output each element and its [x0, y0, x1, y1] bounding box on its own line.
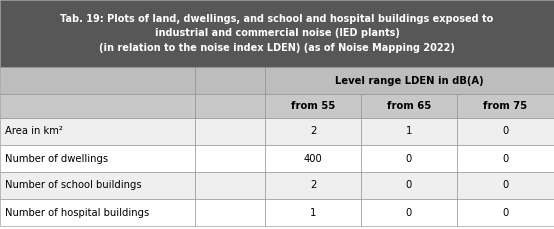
Bar — [457, 118, 554, 145]
Text: 0: 0 — [502, 207, 509, 218]
Bar — [195, 118, 265, 145]
Bar — [265, 172, 361, 199]
Text: 0: 0 — [406, 153, 412, 164]
Bar — [361, 118, 457, 145]
Text: 0: 0 — [502, 180, 509, 191]
Bar — [457, 172, 554, 199]
Text: Number of school buildings: Number of school buildings — [5, 180, 142, 191]
Bar — [457, 145, 554, 172]
Bar — [361, 94, 457, 118]
Bar — [265, 118, 361, 145]
Text: 400: 400 — [304, 153, 322, 164]
Bar — [195, 172, 265, 199]
Bar — [0, 199, 195, 226]
Bar — [0, 94, 195, 118]
Bar — [0, 0, 554, 67]
Text: Number of hospital buildings: Number of hospital buildings — [5, 207, 149, 218]
Bar — [457, 94, 554, 118]
Text: 0: 0 — [502, 153, 509, 164]
Bar — [265, 94, 361, 118]
Bar — [361, 172, 457, 199]
Bar — [195, 67, 265, 94]
Bar — [265, 145, 361, 172]
Text: 0: 0 — [502, 126, 509, 136]
Text: from 65: from 65 — [387, 101, 431, 111]
Text: 2: 2 — [310, 126, 316, 136]
Text: Area in km²: Area in km² — [5, 126, 63, 136]
Bar — [195, 145, 265, 172]
Text: 0: 0 — [406, 180, 412, 191]
Text: from 75: from 75 — [484, 101, 527, 111]
Text: 1: 1 — [406, 126, 412, 136]
Text: Number of dwellings: Number of dwellings — [5, 153, 108, 164]
Bar — [457, 199, 554, 226]
Bar — [195, 94, 265, 118]
Bar — [265, 67, 554, 94]
Text: Tab. 19: Plots of land, dwellings, and school and hospital buildings exposed to
: Tab. 19: Plots of land, dwellings, and s… — [60, 14, 494, 53]
Text: Level range LDEN in dB(A): Level range LDEN in dB(A) — [335, 76, 484, 85]
Bar — [0, 172, 195, 199]
Bar — [361, 145, 457, 172]
Bar — [265, 199, 361, 226]
Bar — [361, 199, 457, 226]
Bar — [195, 199, 265, 226]
Bar — [0, 145, 195, 172]
Bar — [0, 67, 195, 94]
Text: from 55: from 55 — [291, 101, 335, 111]
Text: 1: 1 — [310, 207, 316, 218]
Text: 2: 2 — [310, 180, 316, 191]
Text: 0: 0 — [406, 207, 412, 218]
Bar — [0, 118, 195, 145]
